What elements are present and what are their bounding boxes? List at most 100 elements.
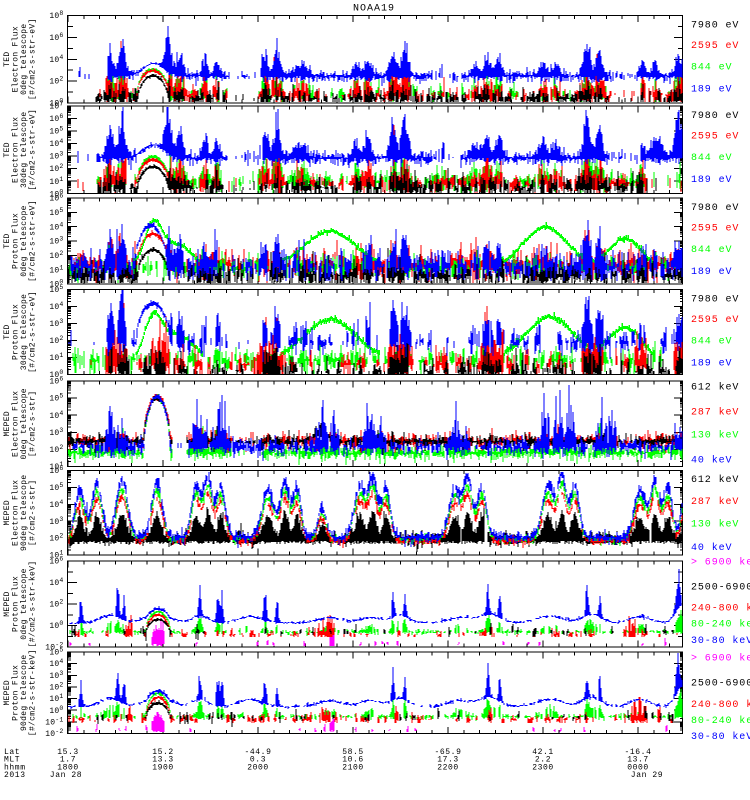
svg-text:2013: 2013 [4,771,26,780]
svg-text:0deg telescope: 0deg telescope [20,568,29,639]
svg-text:101: 101 [49,693,63,704]
svg-text:13.3: 13.3 [152,756,174,765]
svg-text:[#/cm2-s-str]: [#/cm2-s-str] [29,391,38,457]
svg-text:10-1: 10-1 [45,717,63,728]
svg-text:2200: 2200 [437,763,459,772]
svg-text:Electron Flux: Electron Flux [12,117,21,183]
svg-text:1800: 1800 [57,763,79,772]
svg-text:240-800 ke: 240-800 ke [691,603,750,615]
svg-text:10-2: 10-2 [45,728,63,739]
svg-text:100: 100 [49,620,63,631]
svg-text:100: 100 [49,705,63,716]
svg-text:103: 103 [49,236,63,247]
svg-text:612 keV: 612 keV [691,381,739,393]
svg-text:130 keV: 130 keV [691,430,739,442]
svg-text:80-240 keV: 80-240 keV [691,619,750,631]
svg-text:10-2: 10-2 [45,642,63,653]
svg-text:106: 106 [49,465,63,476]
svg-text:105: 105 [49,207,63,218]
svg-text:103: 103 [49,151,63,162]
svg-text:Jan 29: Jan 29 [631,771,663,780]
svg-text:0.3: 0.3 [250,756,266,765]
svg-text:106: 106 [49,556,63,567]
svg-text:NOAA19: NOAA19 [353,4,395,15]
svg-text:105: 105 [49,393,63,404]
svg-text:102: 102 [49,335,63,346]
svg-text:Proton Flux: Proton Flux [12,213,21,269]
svg-text:102: 102 [49,599,63,610]
svg-text:101: 101 [49,264,63,275]
svg-text:hhmm: hhmm [4,763,26,772]
svg-text:TED: TED [3,52,12,67]
svg-text:2595 eV: 2595 eV [691,224,739,235]
svg-text:Jan 28: Jan 28 [50,771,82,780]
svg-text:104: 104 [49,54,63,65]
svg-text:100: 100 [49,98,63,109]
svg-text:7980 eV: 7980 eV [691,295,739,306]
svg-text:103: 103 [49,670,63,681]
svg-text:[#/cm2-s-str-keV]: [#/cm2-s-str-keV] [29,561,38,648]
svg-text:MEPED: MEPED [3,500,12,526]
svg-text:30deg telescope: 30deg telescope [20,112,29,189]
svg-text:Lat: Lat [4,748,20,757]
svg-text:[#/cm2-s-str-eV]: [#/cm2-s-str-eV] [29,18,38,100]
svg-text:> 6900 keV: > 6900 keV [691,653,750,665]
svg-text:MEPED: MEPED [3,591,12,617]
svg-text:Proton Flux: Proton Flux [12,304,21,360]
svg-text:105: 105 [49,284,63,295]
svg-text:MLT: MLT [4,756,20,765]
svg-text:2.2: 2.2 [535,756,551,765]
svg-text:58.5: 58.5 [342,748,364,757]
svg-text:2500-6900: 2500-6900 [691,583,750,594]
svg-text:-44.9: -44.9 [244,748,271,757]
svg-text:15.3: 15.3 [57,748,79,757]
svg-text:Proton Flux: Proton Flux [12,665,21,721]
svg-text:TED: TED [3,233,12,248]
svg-text:240-800 ke: 240-800 ke [691,699,750,711]
svg-text:2500-6900: 2500-6900 [691,679,750,690]
svg-text:17.3: 17.3 [437,756,459,765]
svg-text:Proton Flux: Proton Flux [12,576,21,632]
svg-text:2595 eV: 2595 eV [691,315,739,326]
svg-text:101: 101 [49,550,63,561]
svg-text:7980 eV: 7980 eV [691,21,739,32]
svg-text:104: 104 [49,138,63,149]
svg-text:[#/cm2-s-str]: [#/cm2-s-str] [29,480,38,546]
svg-text:> 6900 keV: > 6900 keV [691,556,750,568]
svg-text:844 eV: 844 eV [691,63,732,74]
svg-text:7980 eV: 7980 eV [691,111,739,122]
svg-text:844 eV: 844 eV [691,153,732,164]
svg-text:189 eV: 189 eV [691,175,732,186]
svg-text:2100: 2100 [342,763,364,772]
svg-text:1.7: 1.7 [60,756,76,765]
svg-text:42.1: 42.1 [532,748,554,757]
svg-text:105: 105 [49,126,63,137]
svg-text:189 eV: 189 eV [691,85,732,96]
svg-text:-65.9: -65.9 [434,748,461,757]
svg-text:[#/cm2-s-str-eV]: [#/cm2-s-str-eV] [29,109,38,191]
svg-text:106: 106 [49,193,63,204]
svg-text:104: 104 [49,410,63,421]
svg-text:108: 108 [49,10,63,21]
svg-text:15.2: 15.2 [152,748,174,757]
svg-text:103: 103 [49,516,63,527]
svg-text:100: 100 [49,188,63,199]
svg-text:100: 100 [49,279,63,290]
svg-text:287 keV: 287 keV [691,496,739,508]
svg-text:104: 104 [49,658,63,669]
svg-text:13.7: 13.7 [627,756,649,765]
svg-text:0deg telescope: 0deg telescope [20,23,29,94]
svg-text:MEPED: MEPED [3,680,12,706]
svg-text:612 keV: 612 keV [691,474,739,486]
svg-text:130 keV: 130 keV [691,519,739,531]
svg-text:100: 100 [49,369,63,380]
svg-text:2595 eV: 2595 eV [691,132,739,143]
svg-text:102: 102 [49,76,63,87]
svg-text:30deg telescope: 30deg telescope [20,294,29,371]
svg-text:106: 106 [49,113,63,124]
svg-text:TED: TED [3,142,12,157]
svg-text:844 eV: 844 eV [691,245,732,256]
svg-text:102: 102 [49,444,63,455]
svg-text:106: 106 [49,376,63,387]
svg-text:103: 103 [49,318,63,329]
